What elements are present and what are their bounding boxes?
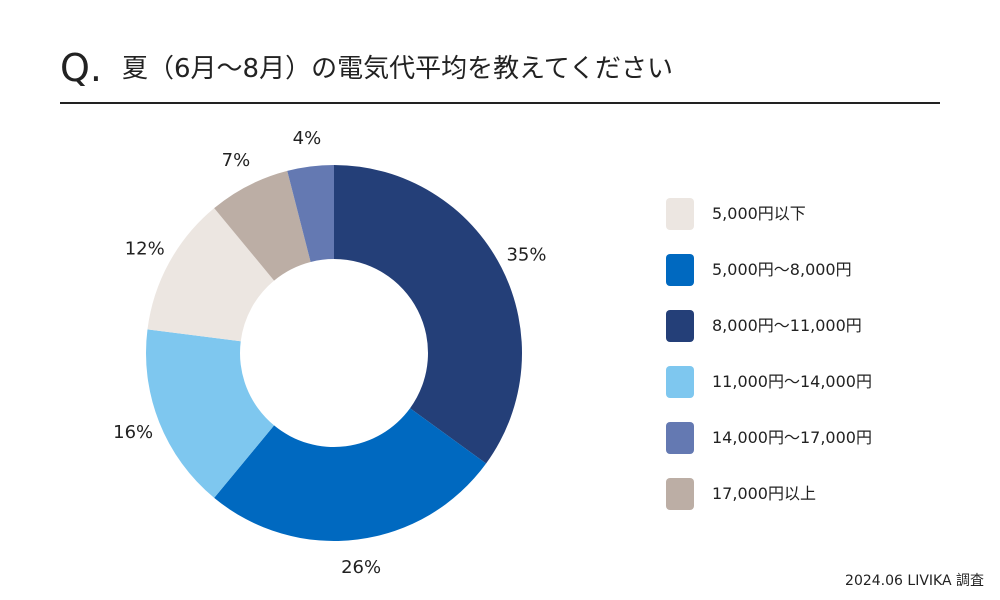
donut-slice [334, 165, 522, 464]
legend-swatch [666, 310, 694, 342]
question-mark-label: Q. [60, 46, 102, 90]
donut-slice [214, 408, 487, 541]
legend-swatch [666, 198, 694, 230]
donut-slice [287, 165, 334, 262]
legend-swatch [666, 366, 694, 398]
donut-slice [214, 170, 311, 281]
legend-label: 5,000円〜8,000円 [712, 260, 852, 279]
donut-slices [146, 165, 522, 541]
donut-slice [146, 329, 275, 498]
legend-label: 14,000円〜17,000円 [712, 428, 872, 447]
legend-swatch [666, 478, 694, 510]
slice-percent-label: 35% [506, 244, 546, 265]
slice-percent-label: 12% [125, 238, 165, 259]
slice-percent-label: 7% [222, 150, 251, 171]
donut-labels: 35% 26% 16% 12% 7% 4% [113, 128, 546, 578]
legend-label: 8,000円〜11,000円 [712, 316, 862, 335]
legend-swatch [666, 422, 694, 454]
legend-label: 17,000円以上 [712, 484, 816, 503]
slice-percent-label: 16% [113, 422, 153, 443]
slice-percent-label: 4% [293, 128, 322, 149]
legend-item: 11,000円〜14,000円 [666, 366, 966, 398]
legend-item: 17,000円以上 [666, 478, 966, 510]
legend-swatch [666, 254, 694, 286]
legend-label: 11,000円〜14,000円 [712, 372, 872, 391]
donut-slice [147, 208, 275, 342]
source-note: 2024.06 LIVIKA 調査 [845, 573, 984, 589]
title-text: 夏（6月〜8月）の電気代平均を教えてください [122, 54, 674, 84]
chart-title: Q. 夏（6月〜8月）の電気代平均を教えてください [60, 40, 940, 104]
slice-percent-label: 26% [341, 557, 381, 578]
legend-item: 14,000円〜17,000円 [666, 422, 966, 454]
legend-item: 5,000円〜8,000円 [666, 254, 966, 286]
title-underline [60, 102, 940, 104]
legend-item: 5,000円以下 [666, 198, 966, 230]
legend-item: 8,000円〜11,000円 [666, 310, 966, 342]
legend-label: 5,000円以下 [712, 204, 806, 223]
donut-chart: 35% 26% 16% 12% 7% 4% [113, 128, 546, 578]
